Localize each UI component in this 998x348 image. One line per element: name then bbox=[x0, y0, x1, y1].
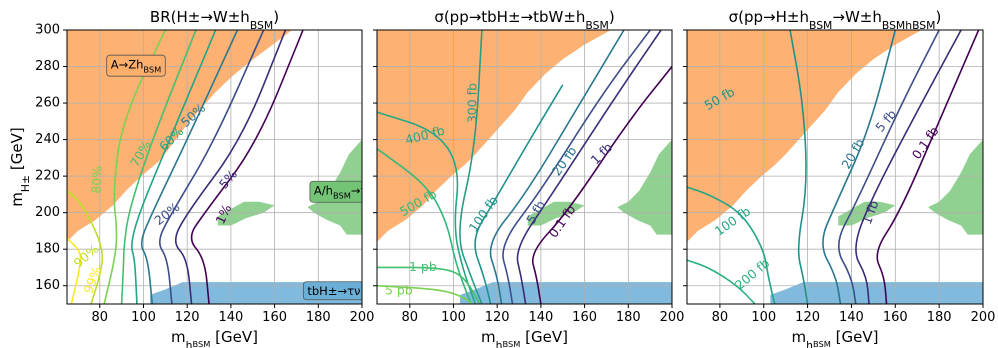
x-tick-label: 140 bbox=[839, 310, 864, 325]
panel-1: 1%5%20%50%60%70%80%90%99%A→ZhBSMA/hBSM→τ… bbox=[8, 8, 375, 348]
contour-line-5-fb bbox=[838, 30, 940, 304]
x-tick-label: 80 bbox=[402, 310, 419, 325]
contour-line-0-1-fb bbox=[531, 66, 672, 304]
excluded-region-tautau bbox=[617, 139, 672, 235]
y-tick-label: 220 bbox=[35, 169, 60, 184]
contour-line-100-fb bbox=[474, 84, 564, 304]
x-tick-label: 100 bbox=[441, 310, 466, 325]
contour-line-400-fb bbox=[377, 111, 477, 304]
excluded-region-A-Zh bbox=[687, 30, 922, 242]
y-tick-label: 260 bbox=[35, 96, 60, 111]
x-tick-label: 180 bbox=[306, 310, 331, 325]
excluded-region-A-Zh bbox=[67, 30, 293, 242]
contour-line-80- bbox=[103, 30, 167, 304]
region-label-A-Zh-box bbox=[106, 54, 166, 77]
contour-label: 80% bbox=[89, 165, 105, 193]
region-label-tau-nu: tbH±→τν bbox=[307, 284, 360, 298]
x-tick-label: 120 bbox=[795, 310, 820, 325]
y-tick-label: 300 bbox=[35, 23, 60, 38]
x-tick-label: 200 bbox=[350, 310, 375, 325]
contour-line-5- bbox=[174, 30, 287, 304]
x-tick-label: 120 bbox=[485, 310, 510, 325]
x-axis-label: mhBSM [GeV] bbox=[481, 328, 568, 348]
y-tick-label: 200 bbox=[35, 205, 60, 220]
excluded-region-tau-nu bbox=[770, 282, 983, 304]
x-tick-label: 200 bbox=[971, 310, 996, 325]
x-tick-label: 180 bbox=[927, 310, 952, 325]
excluded-region-A-Zh bbox=[377, 30, 611, 242]
contour-label: 1 pb bbox=[409, 259, 437, 274]
axes-frame bbox=[686, 29, 984, 305]
panel-title: σ(pp→H±hBSM→W±hBSMhBSM) bbox=[729, 8, 942, 32]
y-tick-label: 280 bbox=[35, 59, 60, 74]
contour-line-99- bbox=[67, 237, 82, 304]
y-tick-label: 180 bbox=[35, 242, 60, 257]
x-tick-label: 100 bbox=[131, 310, 156, 325]
contour-line-1- bbox=[190, 30, 304, 304]
x-tick-label: 80 bbox=[712, 310, 729, 325]
contour-line-1-pb bbox=[377, 266, 481, 304]
contour-line-0-1-fb bbox=[876, 30, 980, 304]
x-tick-label: 140 bbox=[528, 310, 553, 325]
x-tick-label: 80 bbox=[92, 310, 109, 325]
panel-title: BR(H±→W±hBSM) bbox=[150, 8, 279, 32]
excluded-region-tau-nu bbox=[460, 282, 672, 304]
x-tick-label: 140 bbox=[218, 310, 243, 325]
contour-line-50- bbox=[140, 30, 239, 304]
excluded-region-tautau bbox=[928, 139, 983, 235]
contour-line-20- bbox=[159, 30, 265, 304]
contour-line-1-fb bbox=[855, 30, 962, 304]
axes-frame bbox=[376, 29, 673, 305]
x-tick-label: 100 bbox=[751, 310, 776, 325]
contour-label: 5 pb bbox=[385, 283, 413, 298]
contour-line-500-fb bbox=[377, 148, 472, 304]
region-label-tautau-box bbox=[309, 180, 362, 203]
contour-line-5-fb bbox=[502, 30, 651, 304]
region-label-tautau: A/hBSM→ττ bbox=[314, 183, 374, 200]
excluded-region-tautau-small bbox=[527, 201, 585, 226]
y-tick-label: 160 bbox=[35, 278, 60, 293]
contour-line-90- bbox=[67, 190, 104, 304]
contour-line-50-fb bbox=[789, 30, 809, 304]
contour-label: 300 fb bbox=[465, 83, 480, 123]
excluded-region-tautau-small bbox=[838, 201, 896, 226]
x-tick-label: 200 bbox=[660, 310, 685, 325]
x-tick-label: 120 bbox=[175, 310, 200, 325]
x-tick-label: 180 bbox=[616, 310, 641, 325]
y-axis-label: mH± [GeV] bbox=[8, 127, 32, 206]
region-label-tau-nu-box bbox=[302, 281, 362, 301]
x-axis-label: mhBSM [GeV] bbox=[171, 328, 258, 348]
x-axis-label: mhBSM [GeV] bbox=[792, 328, 879, 348]
contour-line-5-pb bbox=[377, 284, 472, 304]
y-tick-label: 240 bbox=[35, 132, 60, 147]
excluded-region-tautau-small bbox=[217, 201, 275, 226]
contour-line-20-fb bbox=[489, 30, 625, 304]
x-tick-label: 160 bbox=[572, 310, 597, 325]
panel-title: σ(pp→tbH±→tbW±hBSM) bbox=[434, 8, 614, 32]
x-tick-label: 160 bbox=[262, 310, 287, 325]
contour-line-200-fb bbox=[687, 259, 756, 304]
contour-line-100-fb bbox=[687, 186, 776, 304]
region-label-A-Zh: A→ZhBSM bbox=[111, 57, 162, 74]
axes-frame bbox=[66, 29, 363, 305]
x-tick-label: 160 bbox=[883, 310, 908, 325]
contour-line-20-fb bbox=[822, 30, 897, 304]
contour-line-300-fb bbox=[459, 30, 483, 304]
contour-line-60- bbox=[131, 30, 217, 304]
contour-line-1-fb bbox=[516, 30, 662, 304]
contour-line-70- bbox=[120, 30, 197, 304]
